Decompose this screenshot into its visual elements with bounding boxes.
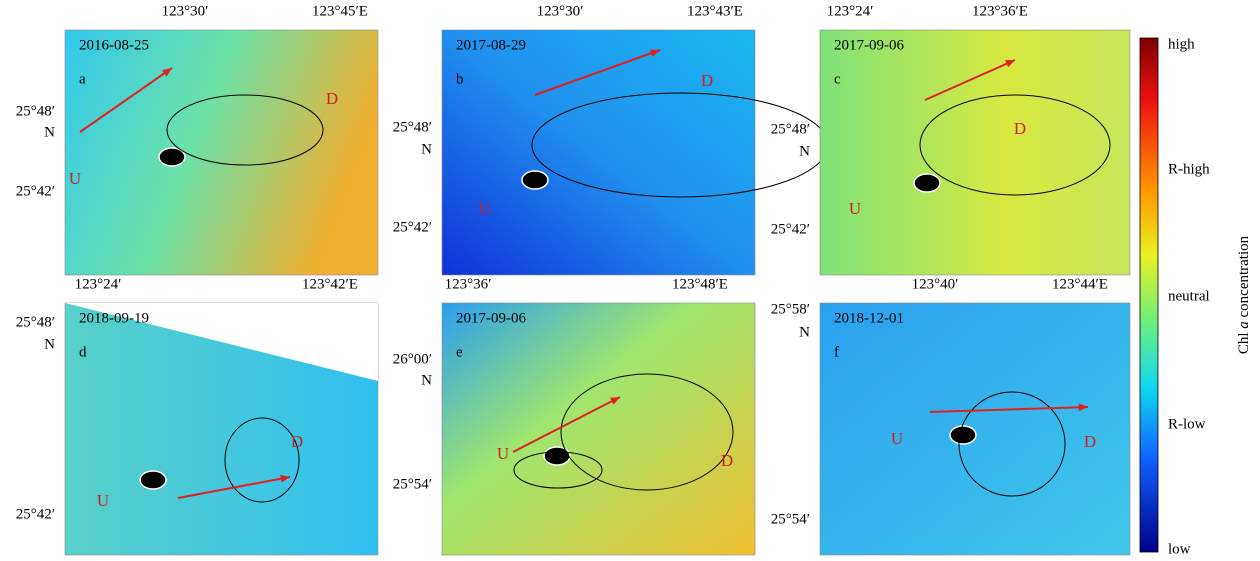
longitude-label: 123°42′E [302, 276, 358, 292]
latitude-label: 26°00′ [393, 351, 432, 367]
longitude-label: 123°36′E [972, 3, 1028, 19]
latitude-label: 25°42′ [771, 221, 810, 237]
region-marker: D [721, 451, 733, 470]
title-part: a [1236, 321, 1252, 329]
longitude-label: 123°36′ [445, 276, 492, 292]
longitude-label: 123°43′E [687, 3, 743, 19]
region-marker: D [1014, 119, 1026, 138]
colorbar-label: low [1168, 541, 1191, 557]
region-marker: U [69, 169, 81, 188]
region-marker: U [891, 429, 903, 448]
panel: 2018-12-01 f 123°40′ 123°44′E 25°58′ N 25°54′ U… [771, 276, 1130, 555]
latitude-label: 25°48′ [771, 121, 810, 137]
satellite-image [442, 30, 755, 275]
latitude-label: 25°54′ [393, 476, 432, 492]
latitude-label: 25°58′ [771, 301, 810, 317]
satellite-image [820, 30, 1130, 275]
colorbar-label: R-low [1168, 416, 1206, 432]
region-marker: D [291, 432, 303, 451]
title-part: concentration [1236, 235, 1252, 317]
region-marker: U [849, 199, 861, 218]
colorbar-label: high [1168, 36, 1195, 52]
figure: 2016-08-25 a 123°30′ 123°45′E 25°48′ N 25°42′ D… [0, 0, 1260, 561]
latitude-label: N [799, 324, 810, 340]
panel-letter: b [456, 71, 464, 87]
longitude-label: 123°24′ [75, 276, 122, 292]
satellite-image [442, 303, 755, 555]
longitude-label: 123°40′ [912, 276, 959, 292]
panel-date: 2016-08-25 [79, 37, 149, 53]
panel: 2017-08-29 b 123°30′ 123°43′E 25°48′ N 25°42′ D… [393, 3, 828, 275]
latitude-label: 25°42′ [16, 183, 55, 199]
latitude-label: 25°48′ [16, 314, 55, 330]
latitude-label: N [421, 141, 432, 157]
island [914, 174, 940, 192]
island [544, 447, 570, 465]
latitude-label: 25°48′ [16, 103, 55, 119]
longitude-label: 123°30′ [537, 3, 584, 19]
panel-letter: d [79, 344, 87, 360]
longitude-label: 123°48′E [672, 276, 728, 292]
region-marker: D [1084, 432, 1096, 451]
title-part: Chl [1236, 332, 1252, 354]
region-marker: U [97, 491, 109, 510]
colorbar-label: R-high [1168, 161, 1210, 177]
panel: 2017-09-06 e 123°36′ 123°48′E 26°00′ N 25°54′ U… [393, 276, 755, 555]
latitude-label: N [421, 372, 432, 388]
colorbar-title: Chl a concentration [1236, 235, 1252, 354]
colorbar [1140, 38, 1158, 552]
panel-date: 2017-09-06 [456, 310, 526, 326]
panel-date: 2017-08-29 [456, 37, 526, 53]
region-marker: D [701, 71, 713, 90]
satellite-image [820, 303, 1130, 555]
region-marker: U [497, 444, 509, 463]
island [140, 471, 166, 489]
panel-letter: c [834, 71, 841, 87]
latitude-label: 25°42′ [16, 506, 55, 522]
panel-date: 2017-09-06 [834, 37, 904, 53]
longitude-label: 123°44′E [1052, 276, 1108, 292]
panel: 2016-08-25 a 123°30′ 123°45′E 25°48′ N 25°42′ D… [16, 3, 378, 275]
panel-letter: f [834, 344, 839, 360]
colorbar-label: neutral [1168, 288, 1210, 304]
latitude-label: 25°42′ [393, 219, 432, 235]
latitude-label: 25°48′ [393, 119, 432, 135]
satellite-image [65, 30, 378, 275]
colorbar-labels: high R-high neutral R-low low [1168, 36, 1210, 557]
latitude-label: N [44, 336, 55, 352]
panel-letter: e [456, 344, 463, 360]
panel-letter: a [79, 71, 86, 87]
island [950, 426, 976, 444]
longitude-label: 123°24′ [827, 3, 874, 19]
panel-date: 2018-09-19 [79, 310, 149, 326]
latitude-label: N [44, 124, 55, 140]
longitude-label: 123°45′E [312, 3, 368, 19]
panels: 2016-08-25 a 123°30′ 123°45′E 25°48′ N 25°42′ D… [16, 3, 1130, 555]
panel-date: 2018-12-01 [834, 310, 904, 326]
latitude-label: N [799, 143, 810, 159]
region-marker: D [326, 89, 338, 108]
panel: 2018-09-19 d 123°24′ 123°42′E 25°48′ N 25°42′ D… [16, 276, 378, 555]
longitude-label: 123°30′ [162, 3, 209, 19]
island [522, 171, 548, 189]
latitude-label: 25°54′ [771, 511, 810, 527]
region-marker: U [479, 199, 491, 218]
panel: 2017-09-06 c 123°24′ 123°36′E 25°48′ N 25°42′ D… [771, 3, 1130, 275]
